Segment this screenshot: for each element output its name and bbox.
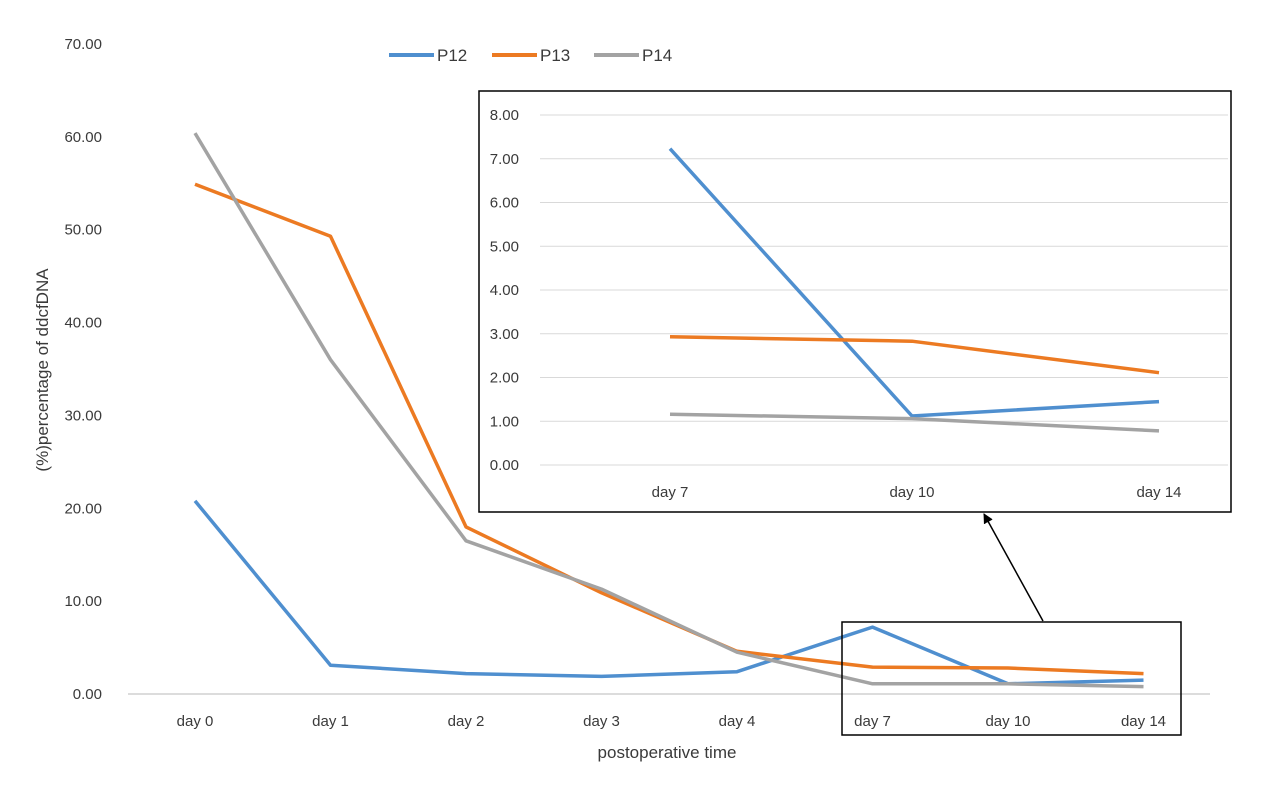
- main-x-tick-label: day 1: [312, 713, 349, 730]
- inset-y-tick-label: 1.00: [490, 413, 519, 430]
- inset-x-tick-labels: day 7 day 10 day 14: [652, 484, 1182, 501]
- inset-series-line-p12: [668, 147, 1160, 418]
- main-x-tick-label: day 3: [583, 713, 620, 730]
- inset-gridlines: [540, 114, 1228, 466]
- inset-y-tick-label: 4.00: [490, 282, 519, 299]
- x-axis-title: postoperative time: [598, 743, 737, 762]
- legend: P12 P13 P14: [389, 46, 672, 65]
- inset-y-tick-label: 8.00: [490, 107, 519, 124]
- legend-label-p13: P13: [540, 46, 570, 65]
- main-y-tick-label: 60.00: [64, 129, 102, 146]
- main-x-tick-label: day 2: [448, 713, 485, 730]
- inset-y-tick-label: 3.00: [490, 326, 519, 343]
- main-y-tick-label: 30.00: [64, 407, 102, 424]
- legend-label-p14: P14: [642, 46, 672, 65]
- main-series-line-p12: [193, 499, 1144, 686]
- inset-x-tick-label: day 14: [1136, 484, 1181, 501]
- main-y-tick-label: 0.00: [73, 686, 102, 703]
- main-x-tick-label: day 0: [177, 713, 214, 730]
- inset-x-tick-label: day 10: [889, 484, 934, 501]
- main-x-tick-label: day 4: [719, 713, 756, 730]
- y-axis-title: (%)percentage of ddcfDNA: [33, 268, 52, 472]
- legend-label-p12: P12: [437, 46, 467, 65]
- main-x-tick-label: day 14: [1121, 713, 1166, 730]
- inset-y-tick-label: 6.00: [490, 195, 519, 212]
- inset-y-tick-label: 2.00: [490, 370, 519, 387]
- main-y-tick-label: 10.00: [64, 593, 102, 610]
- main-y-tick-label: 20.00: [64, 500, 102, 517]
- main-y-tick-label: 40.00: [64, 315, 102, 332]
- zoom-arrow: [983, 513, 1044, 622]
- inset-y-tick-label: 7.00: [490, 151, 519, 168]
- inset-y-tick-labels: 0.00 1.00 2.00 3.00 4.00 5.00 6.00 7.00 8.00: [490, 107, 519, 474]
- inset-y-tick-label: 0.00: [490, 457, 519, 474]
- inset-series-line-p14: [669, 412, 1160, 433]
- main-series-line-p14: [193, 132, 1144, 689]
- inset-y-tick-label: 5.00: [490, 238, 519, 255]
- inset-chart-frame: [478, 90, 1232, 513]
- main-x-tick-label: day 7: [854, 713, 891, 730]
- main-x-tick-label: day 10: [985, 713, 1030, 730]
- zoom-highlight-box: [841, 621, 1182, 736]
- inset-x-tick-label: day 7: [652, 484, 689, 501]
- main-x-tick-labels: day 0 day 1 day 2 day 3 day 4 day 7 day 10 day …: [177, 713, 1166, 730]
- main-y-tick-label: 70.00: [64, 36, 102, 53]
- main-y-tick-labels: 0.00 10.00 20.00 30.00 40.00 50.00 60.00 70.00: [64, 36, 102, 703]
- inset-series-lines: [668, 147, 1160, 433]
- main-y-tick-label: 50.00: [64, 222, 102, 239]
- inset-series-line-p13: [669, 335, 1160, 375]
- main-series-lines: [193, 132, 1144, 689]
